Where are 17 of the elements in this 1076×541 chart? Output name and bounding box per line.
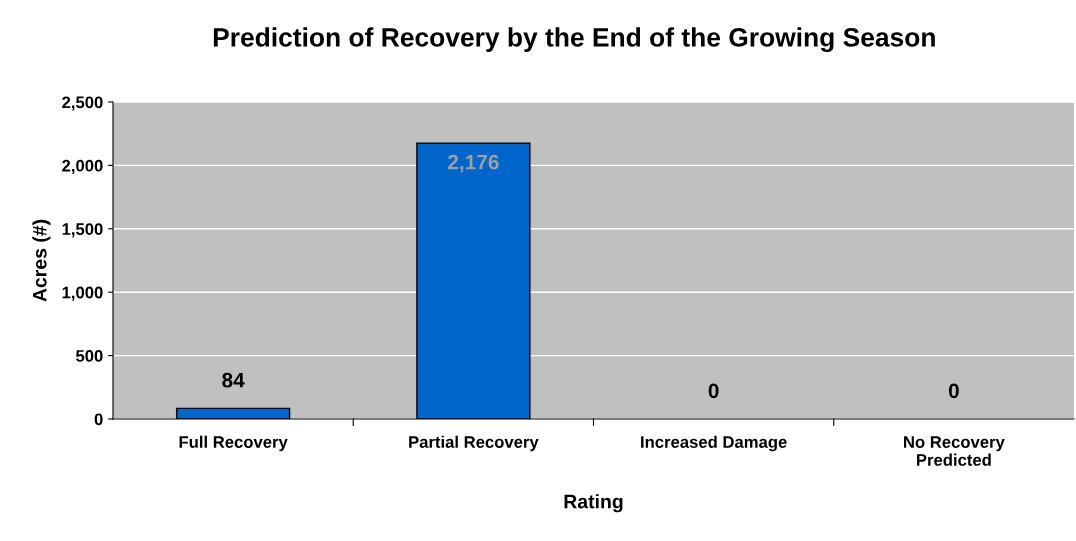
- x-tick-label: No Recovery Predicted: [904, 436, 1005, 466]
- y-tick-label: 1,000: [62, 286, 103, 301]
- y-tick-label: 0: [94, 413, 103, 426]
- y-tick-label: 2,500: [62, 96, 103, 111]
- y-tick-label: 500: [75, 350, 103, 362]
- x-tick-label: Partial Recovery: [409, 435, 539, 452]
- data-label: 2,176: [448, 154, 499, 173]
- data-label: 0: [708, 383, 719, 399]
- y-axis-title: Acres (#): [32, 219, 51, 302]
- chart-title: Prediction of Recovery by the End of the Growing Season: [213, 27, 935, 53]
- x-tick-label: Full Recovery: [179, 435, 288, 452]
- data-label: 0: [948, 383, 959, 399]
- data-label: 84: [222, 372, 245, 388]
- y-tick-label: 2,000: [62, 159, 103, 175]
- x-axis-title: Rating: [564, 494, 623, 513]
- x-tick-label: Increased Damage: [641, 435, 787, 452]
- y-tick-label: 1,500: [62, 223, 103, 238]
